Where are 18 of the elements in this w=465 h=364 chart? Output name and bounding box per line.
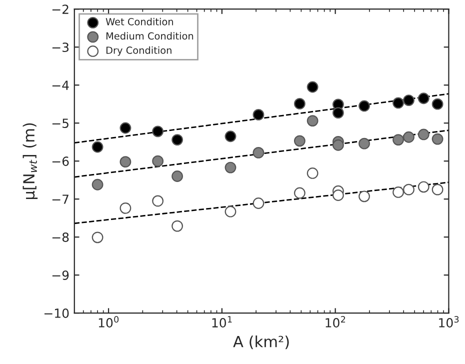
legend-label: Wet Condition — [106, 18, 174, 26]
y-tick-label: −4 — [52, 80, 69, 90]
y-axis-title: μ[N$_{wt}$] (m) — [22, 123, 38, 199]
y-tick-label: −7 — [52, 194, 68, 204]
x-tick-label: 10$^{0}$ — [98, 316, 119, 328]
y-tick-label: −5 — [52, 118, 68, 128]
y-tick-label: −3 — [52, 42, 69, 52]
legend-label: Dry Condition — [106, 46, 172, 56]
x-tick-label: 10$^{2}$ — [326, 316, 346, 328]
y-tick-label: −10 — [44, 308, 69, 318]
x-axis-title: A (km²) — [233, 336, 289, 350]
y-tick-label: −6 — [52, 156, 69, 166]
x-tick-label: 10$^{1}$ — [212, 316, 232, 328]
y-tick-label: −8 — [52, 232, 69, 242]
y-tick-label: −9 — [52, 270, 69, 280]
x-tick-label: 10$^{3}$ — [439, 316, 459, 328]
y-tick-label: −2 — [52, 4, 68, 14]
legend-label: Medium Condition — [106, 32, 194, 40]
